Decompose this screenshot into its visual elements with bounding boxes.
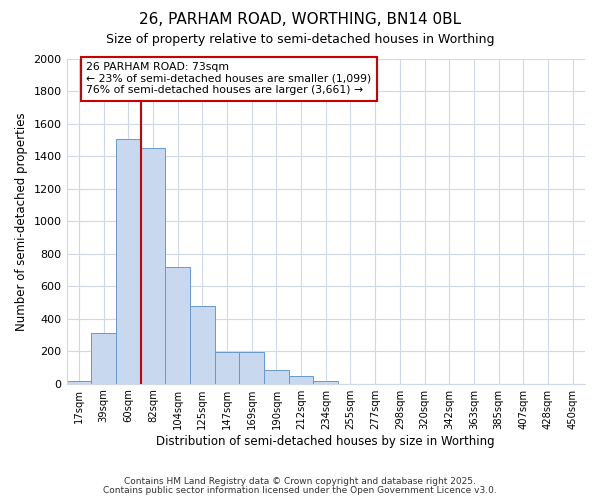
Bar — [165, 267, 190, 384]
Bar — [67, 381, 91, 384]
Text: 26, PARHAM ROAD, WORTHING, BN14 0BL: 26, PARHAM ROAD, WORTHING, BN14 0BL — [139, 12, 461, 28]
Bar — [313, 381, 338, 384]
Bar — [190, 306, 215, 384]
Text: 26 PARHAM ROAD: 73sqm
← 23% of semi-detached houses are smaller (1,099)
76% of s: 26 PARHAM ROAD: 73sqm ← 23% of semi-deta… — [86, 62, 371, 96]
Text: Size of property relative to semi-detached houses in Worthing: Size of property relative to semi-detach… — [106, 32, 494, 46]
Text: Contains HM Land Registry data © Crown copyright and database right 2025.: Contains HM Land Registry data © Crown c… — [124, 477, 476, 486]
Bar — [215, 352, 239, 384]
Text: Contains public sector information licensed under the Open Government Licence v3: Contains public sector information licen… — [103, 486, 497, 495]
Bar — [289, 376, 313, 384]
X-axis label: Distribution of semi-detached houses by size in Worthing: Distribution of semi-detached houses by … — [157, 434, 495, 448]
Y-axis label: Number of semi-detached properties: Number of semi-detached properties — [15, 112, 28, 330]
Bar — [239, 352, 264, 384]
Bar — [140, 148, 165, 384]
Bar — [264, 370, 289, 384]
Bar — [91, 332, 116, 384]
Bar — [116, 140, 140, 384]
